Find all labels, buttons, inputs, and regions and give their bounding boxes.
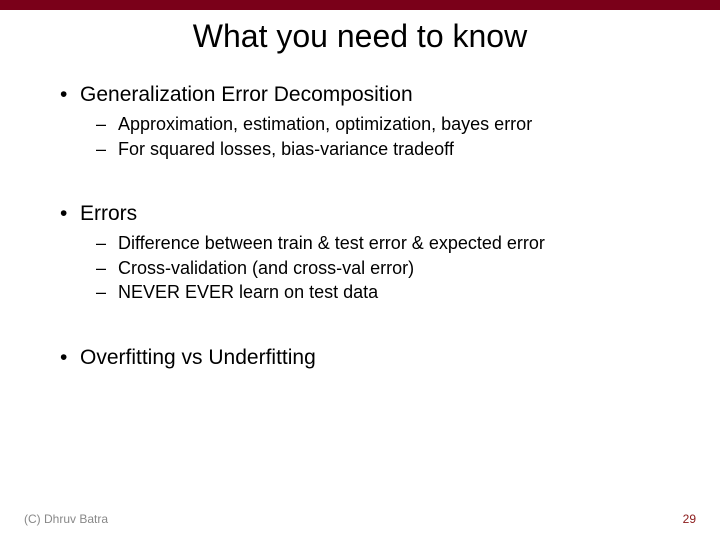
dash-icon: –	[96, 113, 118, 136]
sub-bullet-text: Approximation, estimation, optimization,…	[118, 113, 532, 136]
sub-bullet: – NEVER EVER learn on test data	[96, 281, 680, 304]
sub-bullet-text: NEVER EVER learn on test data	[118, 281, 378, 304]
section-heading: Overfitting vs Underfitting	[80, 346, 316, 370]
bullet-section-3: • Overfitting vs Underfitting	[56, 346, 680, 370]
bullet-dot-icon: •	[56, 83, 80, 107]
bullet-section-2: • Errors	[56, 202, 680, 226]
dash-icon: –	[96, 138, 118, 161]
dash-icon: –	[96, 257, 118, 280]
sub-bullet: – Cross-validation (and cross-val error)	[96, 257, 680, 280]
sub-bullet-text: For squared losses, bias-variance tradeo…	[118, 138, 454, 161]
sub-bullet-text: Cross-validation (and cross-val error)	[118, 257, 414, 280]
bullet-dot-icon: •	[56, 346, 80, 370]
bullet-section-1: • Generalization Error Decomposition	[56, 83, 680, 107]
sub-bullet: – Approximation, estimation, optimizatio…	[96, 113, 680, 136]
bullet-dot-icon: •	[56, 202, 80, 226]
section-heading: Errors	[80, 202, 137, 226]
slide-content: • Generalization Error Decomposition – A…	[0, 83, 720, 370]
slide-title: What you need to know	[0, 18, 720, 55]
section-heading: Generalization Error Decomposition	[80, 83, 413, 107]
sub-bullet: – For squared losses, bias-variance trad…	[96, 138, 680, 161]
top-accent-bar	[0, 0, 720, 10]
slide-footer: (C) Dhruv Batra 29	[0, 512, 720, 526]
dash-icon: –	[96, 281, 118, 304]
sub-bullet-text: Difference between train & test error & …	[118, 232, 545, 255]
footer-page-number: 29	[683, 512, 696, 526]
dash-icon: –	[96, 232, 118, 255]
section-gap	[56, 162, 680, 202]
footer-copyright: (C) Dhruv Batra	[24, 512, 108, 526]
slide: What you need to know • Generalization E…	[0, 0, 720, 540]
sub-bullet: – Difference between train & test error …	[96, 232, 680, 255]
section-gap	[56, 306, 680, 346]
